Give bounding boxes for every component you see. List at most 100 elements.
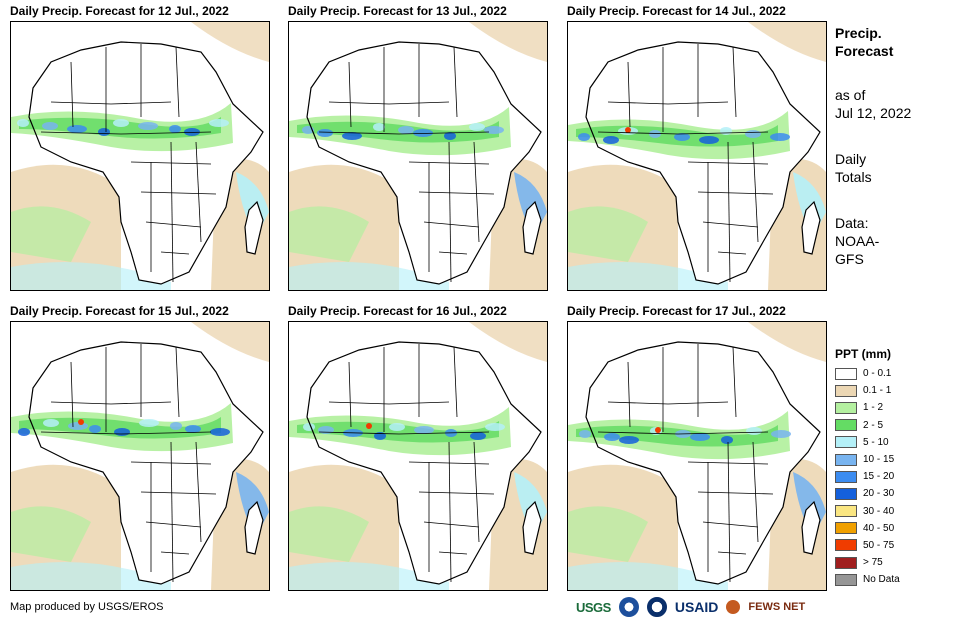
rain-cell <box>649 130 661 138</box>
rain-area <box>568 506 648 562</box>
rain-cell <box>444 132 456 140</box>
africa-land <box>307 342 541 584</box>
country-border <box>398 131 490 135</box>
country-border <box>120 431 212 435</box>
rain-cell <box>398 126 414 134</box>
legend-swatch <box>835 436 857 449</box>
panel-title: Daily Precip. Forecast for 16 Jul., 2022 <box>288 304 507 318</box>
legend-swatch <box>835 453 857 466</box>
rain-cell <box>303 423 315 431</box>
data-source: NOAA- <box>835 233 880 249</box>
legend-swatch <box>835 401 857 414</box>
legend-swatch <box>835 367 857 380</box>
heavy-rain-cell <box>625 127 631 133</box>
heavy-rain-cell <box>366 423 372 429</box>
country-border <box>453 346 458 418</box>
legend-label: 10 - 15 <box>863 454 895 466</box>
country-border <box>388 401 450 405</box>
rain-cell <box>604 433 620 441</box>
heavy-rain-cell <box>78 419 84 425</box>
legend-swatch <box>835 384 857 397</box>
legend-item: 40 - 50 <box>835 520 965 537</box>
legend-label: 5 - 10 <box>863 436 889 448</box>
credit-text: Map produced by USGS/EROS <box>10 601 164 613</box>
country-border <box>448 441 452 583</box>
rain-cell <box>98 128 110 136</box>
country-border <box>702 221 759 228</box>
rain-cell <box>67 125 87 133</box>
rain-area <box>289 206 369 262</box>
precip-map <box>10 321 270 591</box>
data-source: GFS <box>835 251 864 267</box>
rain-area <box>289 562 449 590</box>
rain-cell <box>413 129 433 137</box>
country-border <box>597 431 679 435</box>
rain-cell <box>113 119 129 127</box>
country-border <box>423 221 480 228</box>
madagascar-land <box>245 502 263 554</box>
country-border <box>677 131 769 135</box>
africa-land <box>586 342 820 584</box>
totals-label: Daily <box>835 151 867 167</box>
country-border <box>170 441 174 583</box>
country-border <box>732 346 737 418</box>
rain-cell <box>209 119 229 127</box>
country-border <box>328 101 390 105</box>
country-border <box>418 491 495 495</box>
rain-cell <box>699 136 719 144</box>
country-border <box>145 521 202 528</box>
country-border <box>423 521 480 528</box>
country-border <box>195 441 202 543</box>
rain-cell <box>68 422 88 430</box>
madagascar-land <box>523 202 541 254</box>
rain-area <box>11 562 171 590</box>
legend-item: 2 - 5 <box>835 417 965 434</box>
dry-area <box>469 22 547 62</box>
rain-cell <box>389 423 405 431</box>
legend-label: 1 - 2 <box>863 402 884 414</box>
africa-outline <box>585 41 821 285</box>
africa-outline <box>306 41 542 285</box>
madagascar-outline <box>522 200 542 255</box>
rain-cell <box>674 133 690 141</box>
country-border <box>752 141 759 243</box>
legend-label: No Data <box>863 574 900 586</box>
country-border <box>318 431 400 435</box>
rain-cell <box>210 428 230 436</box>
usgs-logo: USGS <box>576 599 611 615</box>
rain-cell <box>579 430 591 438</box>
fews-globe-icon <box>726 600 741 614</box>
rain-cell <box>89 425 101 433</box>
rain-area <box>568 206 648 262</box>
rain-cell <box>414 426 434 434</box>
rain-area <box>289 506 369 562</box>
country-border <box>160 251 190 255</box>
side-heading: Forecast <box>835 43 894 59</box>
madagascar-outline <box>244 200 264 255</box>
dry-area <box>191 322 269 362</box>
legend-swatch <box>835 573 857 586</box>
rain-cell <box>114 428 130 436</box>
panel-title: Daily Precip. Forecast for 14 Jul., 2022 <box>567 4 786 18</box>
rain-cell <box>139 419 159 427</box>
country-border <box>120 131 212 135</box>
country-border <box>418 191 495 195</box>
rain-cell <box>578 133 590 141</box>
rain-cell <box>485 423 505 431</box>
legend-swatch <box>835 556 857 569</box>
madagascar-land <box>523 502 541 554</box>
precip-map <box>288 321 548 591</box>
country-border <box>40 131 122 135</box>
legend-label: 20 - 30 <box>863 488 895 500</box>
country-border <box>110 101 172 105</box>
asof-label: as of <box>835 87 866 103</box>
rain-cell <box>690 433 710 441</box>
dry-area <box>748 22 826 62</box>
rain-cell <box>770 133 790 141</box>
rain-cell <box>470 432 486 440</box>
legend-swatch <box>835 505 857 518</box>
africa-land <box>586 42 820 284</box>
country-border <box>752 441 759 543</box>
rain-area <box>11 206 91 262</box>
country-border <box>732 46 737 118</box>
